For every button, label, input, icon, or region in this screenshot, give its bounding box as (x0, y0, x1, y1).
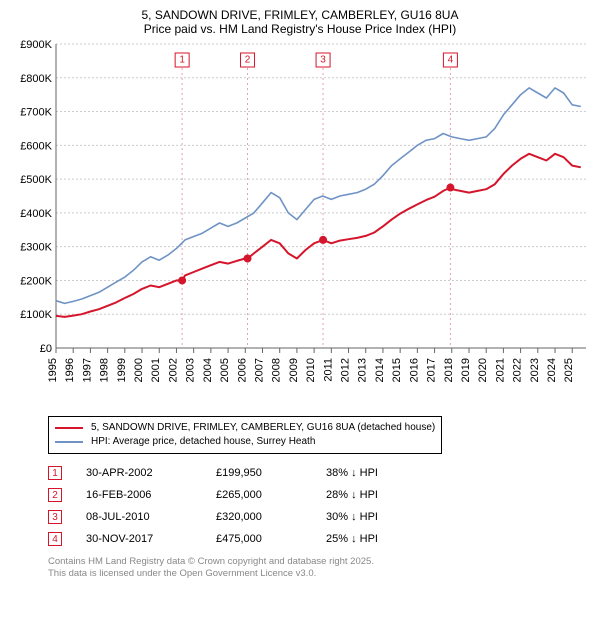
transaction-marker: 2 (48, 488, 62, 502)
svg-text:2006: 2006 (236, 358, 248, 382)
marker-dot-1 (178, 276, 186, 284)
svg-text:£500K: £500K (20, 174, 52, 186)
transaction-price: £475,000 (216, 533, 326, 545)
svg-text:2011: 2011 (322, 358, 334, 382)
svg-text:2016: 2016 (408, 358, 420, 382)
legend-row: 5, SANDOWN DRIVE, FRIMLEY, CAMBERLEY, GU… (55, 421, 435, 435)
svg-text:2023: 2023 (529, 358, 541, 382)
transaction-date: 16-FEB-2006 (86, 489, 216, 501)
legend-label: 5, SANDOWN DRIVE, FRIMLEY, CAMBERLEY, GU… (91, 421, 435, 435)
svg-text:2009: 2009 (288, 358, 300, 382)
transaction-row: 3 08-JUL-2010£320,00030% ↓ HPI (48, 506, 590, 528)
svg-text:2010: 2010 (305, 358, 317, 382)
legend-label: HPI: Average price, detached house, Surr… (91, 435, 315, 449)
title-line2: Price paid vs. HM Land Registry's House … (10, 22, 590, 36)
svg-text:2007: 2007 (253, 358, 265, 382)
svg-text:£300K: £300K (20, 242, 52, 254)
transaction-diff: 25% ↓ HPI (326, 533, 378, 545)
svg-text:£100K: £100K (20, 309, 52, 321)
svg-text:1999: 1999 (116, 358, 128, 382)
svg-text:2015: 2015 (391, 358, 403, 382)
svg-text:2: 2 (245, 55, 251, 66)
svg-text:1996: 1996 (64, 358, 76, 382)
svg-text:2012: 2012 (340, 358, 352, 382)
svg-text:£600K: £600K (20, 140, 52, 152)
svg-text:2004: 2004 (202, 358, 214, 382)
svg-text:1997: 1997 (81, 358, 93, 382)
svg-text:£800K: £800K (20, 73, 52, 85)
footer-line1: Contains HM Land Registry data © Crown c… (48, 556, 590, 568)
legend: 5, SANDOWN DRIVE, FRIMLEY, CAMBERLEY, GU… (48, 416, 442, 454)
svg-text:£0: £0 (40, 343, 52, 355)
chart-svg: £0 £100K £200K £300K £400K £500K £600K £700K £80… (10, 40, 590, 410)
footer: Contains HM Land Registry data © Crown c… (48, 556, 590, 581)
legend-row: HPI: Average price, detached house, Surr… (55, 435, 435, 449)
transaction-marker: 1 (48, 466, 62, 480)
series-hpi (56, 88, 581, 304)
marker-dot-3 (319, 236, 327, 244)
svg-text:£700K: £700K (20, 107, 52, 119)
svg-text:2001: 2001 (150, 358, 162, 382)
svg-text:£200K: £200K (20, 275, 52, 287)
svg-text:£400K: £400K (20, 208, 52, 220)
transaction-row: 1 30-APR-2002£199,95038% ↓ HPI (48, 462, 590, 484)
transaction-diff: 28% ↓ HPI (326, 489, 378, 501)
transaction-row: 2 16-FEB-2006£265,00028% ↓ HPI (48, 484, 590, 506)
svg-text:2017: 2017 (426, 358, 438, 382)
legend-swatch (55, 441, 83, 443)
transaction-date: 08-JUL-2010 (86, 511, 216, 523)
svg-text:2021: 2021 (494, 358, 506, 382)
series-price_paid (56, 154, 581, 317)
title-block: 5, SANDOWN DRIVE, FRIMLEY, CAMBERLEY, GU… (10, 8, 590, 36)
svg-text:2025: 2025 (563, 358, 575, 382)
svg-text:3: 3 (320, 55, 326, 66)
svg-text:2022: 2022 (512, 358, 524, 382)
marker-dot-2 (244, 254, 252, 262)
svg-text:2020: 2020 (477, 358, 489, 382)
marker-dot-4 (446, 184, 454, 192)
svg-text:4: 4 (448, 55, 454, 66)
transaction-marker: 4 (48, 532, 62, 546)
svg-text:1998: 1998 (99, 358, 111, 382)
svg-text:2024: 2024 (546, 358, 558, 382)
transaction-marker: 3 (48, 510, 62, 524)
svg-text:1: 1 (179, 55, 185, 66)
title-line1: 5, SANDOWN DRIVE, FRIMLEY, CAMBERLEY, GU… (10, 8, 590, 22)
svg-text:2008: 2008 (271, 358, 283, 382)
svg-text:2018: 2018 (443, 358, 455, 382)
svg-text:2005: 2005 (219, 358, 231, 382)
chart-area: £0 £100K £200K £300K £400K £500K £600K £700K £80… (10, 40, 590, 410)
svg-text:2019: 2019 (460, 358, 472, 382)
svg-text:2014: 2014 (374, 358, 386, 382)
transaction-price: £320,000 (216, 511, 326, 523)
transaction-price: £199,950 (216, 467, 326, 479)
svg-text:£900K: £900K (20, 40, 52, 51)
transaction-diff: 30% ↓ HPI (326, 511, 378, 523)
svg-text:2003: 2003 (185, 358, 197, 382)
svg-text:2002: 2002 (167, 358, 179, 382)
transaction-date: 30-APR-2002 (86, 467, 216, 479)
transaction-date: 30-NOV-2017 (86, 533, 216, 545)
legend-swatch (55, 427, 83, 429)
transaction-price: £265,000 (216, 489, 326, 501)
footer-line2: This data is licensed under the Open Gov… (48, 568, 590, 580)
transactions-table: 1 30-APR-2002£199,95038% ↓ HPI 2 16-FEB-200… (48, 462, 590, 550)
transaction-row: 4 30-NOV-2017£475,00025% ↓ HPI (48, 528, 590, 550)
transaction-diff: 38% ↓ HPI (326, 467, 378, 479)
svg-text:1995: 1995 (47, 358, 59, 382)
chart-container: 5, SANDOWN DRIVE, FRIMLEY, CAMBERLEY, GU… (0, 0, 600, 587)
svg-text:2013: 2013 (357, 358, 369, 382)
svg-text:2000: 2000 (133, 358, 145, 382)
